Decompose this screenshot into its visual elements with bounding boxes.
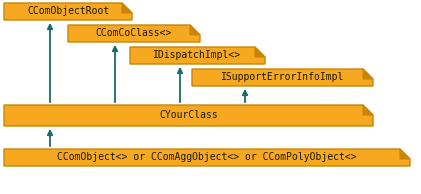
Polygon shape — [4, 105, 373, 126]
Text: ISupportErrorInfoImpl: ISupportErrorInfoImpl — [221, 73, 344, 82]
Text: CComCoClass<>: CComCoClass<> — [96, 29, 172, 38]
Polygon shape — [130, 47, 265, 64]
Polygon shape — [190, 25, 200, 35]
Text: IDispatchImpl<>: IDispatchImpl<> — [153, 50, 242, 61]
Polygon shape — [4, 3, 132, 20]
Text: CYourClass: CYourClass — [159, 111, 218, 120]
Polygon shape — [68, 25, 200, 42]
Polygon shape — [255, 47, 265, 57]
Polygon shape — [400, 149, 410, 159]
Polygon shape — [363, 105, 373, 115]
Text: CComObjectRoot: CComObjectRoot — [27, 7, 109, 16]
Polygon shape — [192, 69, 373, 86]
Polygon shape — [4, 149, 410, 166]
Text: CComObject<> or CComAggObject<> or CComPolyObject<>: CComObject<> or CComAggObject<> or CComP… — [57, 152, 357, 163]
Polygon shape — [363, 69, 373, 79]
Polygon shape — [122, 3, 132, 13]
